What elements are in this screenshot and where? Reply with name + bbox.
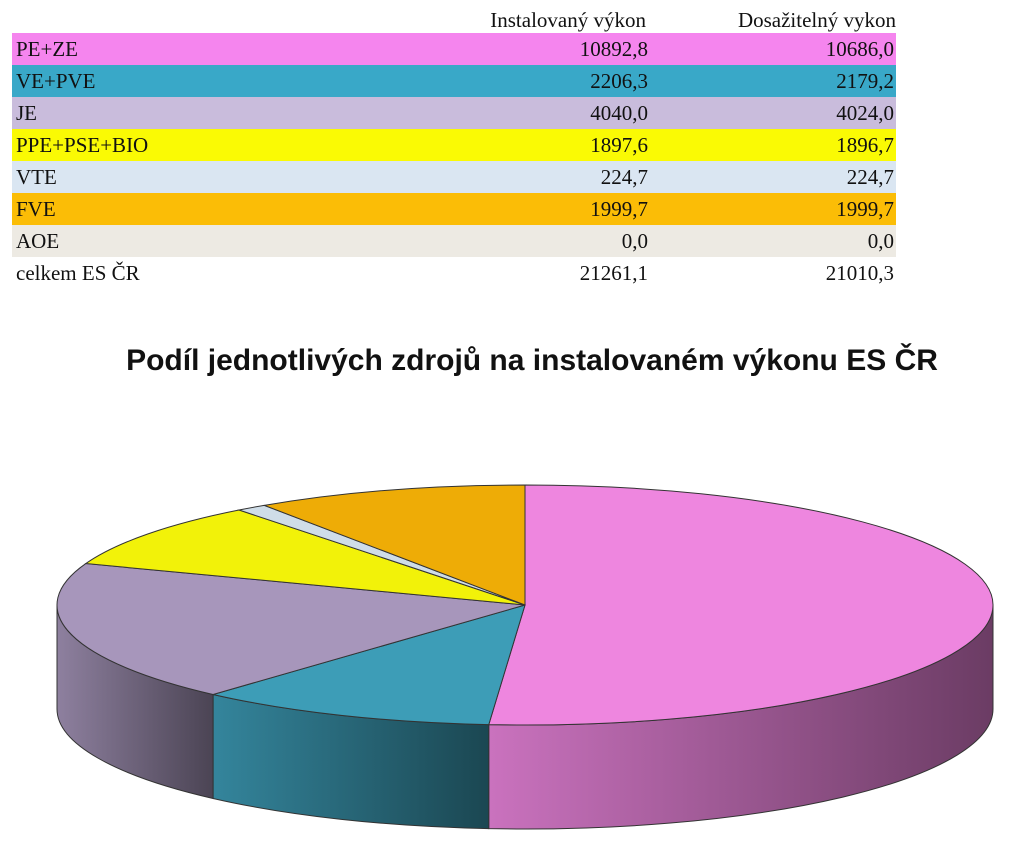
row-label: FVE <box>16 197 56 221</box>
pie-slice-je <box>56 563 526 695</box>
table-row: AOE 0,0 0,0 <box>12 225 896 257</box>
table-row: VTE 224,7 224,7 <box>12 161 896 193</box>
row-achievable: 0,0 <box>867 229 894 253</box>
row-installed: 224,7 <box>600 165 648 189</box>
row-installed: 2206,3 <box>590 69 648 93</box>
row-installed: 4040,0 <box>590 101 648 125</box>
row-achievable: 224,7 <box>846 165 894 189</box>
table-row: VE+PVE 2206,3 2179,2 <box>12 65 896 97</box>
pie-top <box>56 484 994 726</box>
header-achievable: Dosažitelný vykon <box>737 8 896 32</box>
row-installed: 21261,1 <box>579 261 648 285</box>
header-blank <box>12 5 440 33</box>
row-achievable: 21010,3 <box>825 261 894 285</box>
pie-slice-fve <box>262 484 526 606</box>
row-installed: 1999,7 <box>590 197 648 221</box>
table-body: PE+ZE 10892,8 10686,0 VE+PVE 2206,3 2179,2 JE 4… <box>12 33 896 289</box>
row-label: PE+ZE <box>16 37 79 61</box>
pie-slice-ppe-pse-bio <box>84 509 526 606</box>
table-row: JE 4040,0 4024,0 <box>12 97 896 129</box>
row-achievable: 10686,0 <box>825 37 894 61</box>
row-achievable: 1999,7 <box>836 197 894 221</box>
table-row: FVE 1999,7 1999,7 <box>12 193 896 225</box>
table-row: PE+ZE 10892,8 10686,0 <box>12 33 896 65</box>
pie-chart <box>56 484 994 830</box>
row-installed: 0,0 <box>621 229 648 253</box>
row-installed: 10892,8 <box>579 37 648 61</box>
row-achievable: 1896,7 <box>836 133 894 157</box>
table-row: PPE+PSE+BIO 1897,6 1896,7 <box>12 129 896 161</box>
row-achievable: 2179,2 <box>836 69 894 93</box>
row-label: celkem ES ČR <box>16 261 140 285</box>
header-installed: Instalovaný výkon <box>490 8 646 32</box>
row-installed: 1897,6 <box>590 133 648 157</box>
row-label: AOE <box>16 229 60 253</box>
power-table: Instalovaný výkon Dosažitelný vykon PE+Z… <box>12 5 896 289</box>
row-label: JE <box>16 101 37 125</box>
row-label: VTE <box>16 165 57 189</box>
row-label: PPE+PSE+BIO <box>16 133 149 157</box>
pie-slice-pe-ze <box>488 484 994 726</box>
table-row: celkem ES ČR 21261,1 21010,3 <box>12 257 896 289</box>
pie-slice-ve-pve <box>212 604 526 726</box>
row-achievable: 4024,0 <box>836 101 894 125</box>
chart-title: Podíl jednotlivých zdrojů na instalované… <box>126 344 938 377</box>
row-label: VE+PVE <box>16 69 96 93</box>
table-header-row: Instalovaný výkon Dosažitelný vykon <box>12 5 896 33</box>
